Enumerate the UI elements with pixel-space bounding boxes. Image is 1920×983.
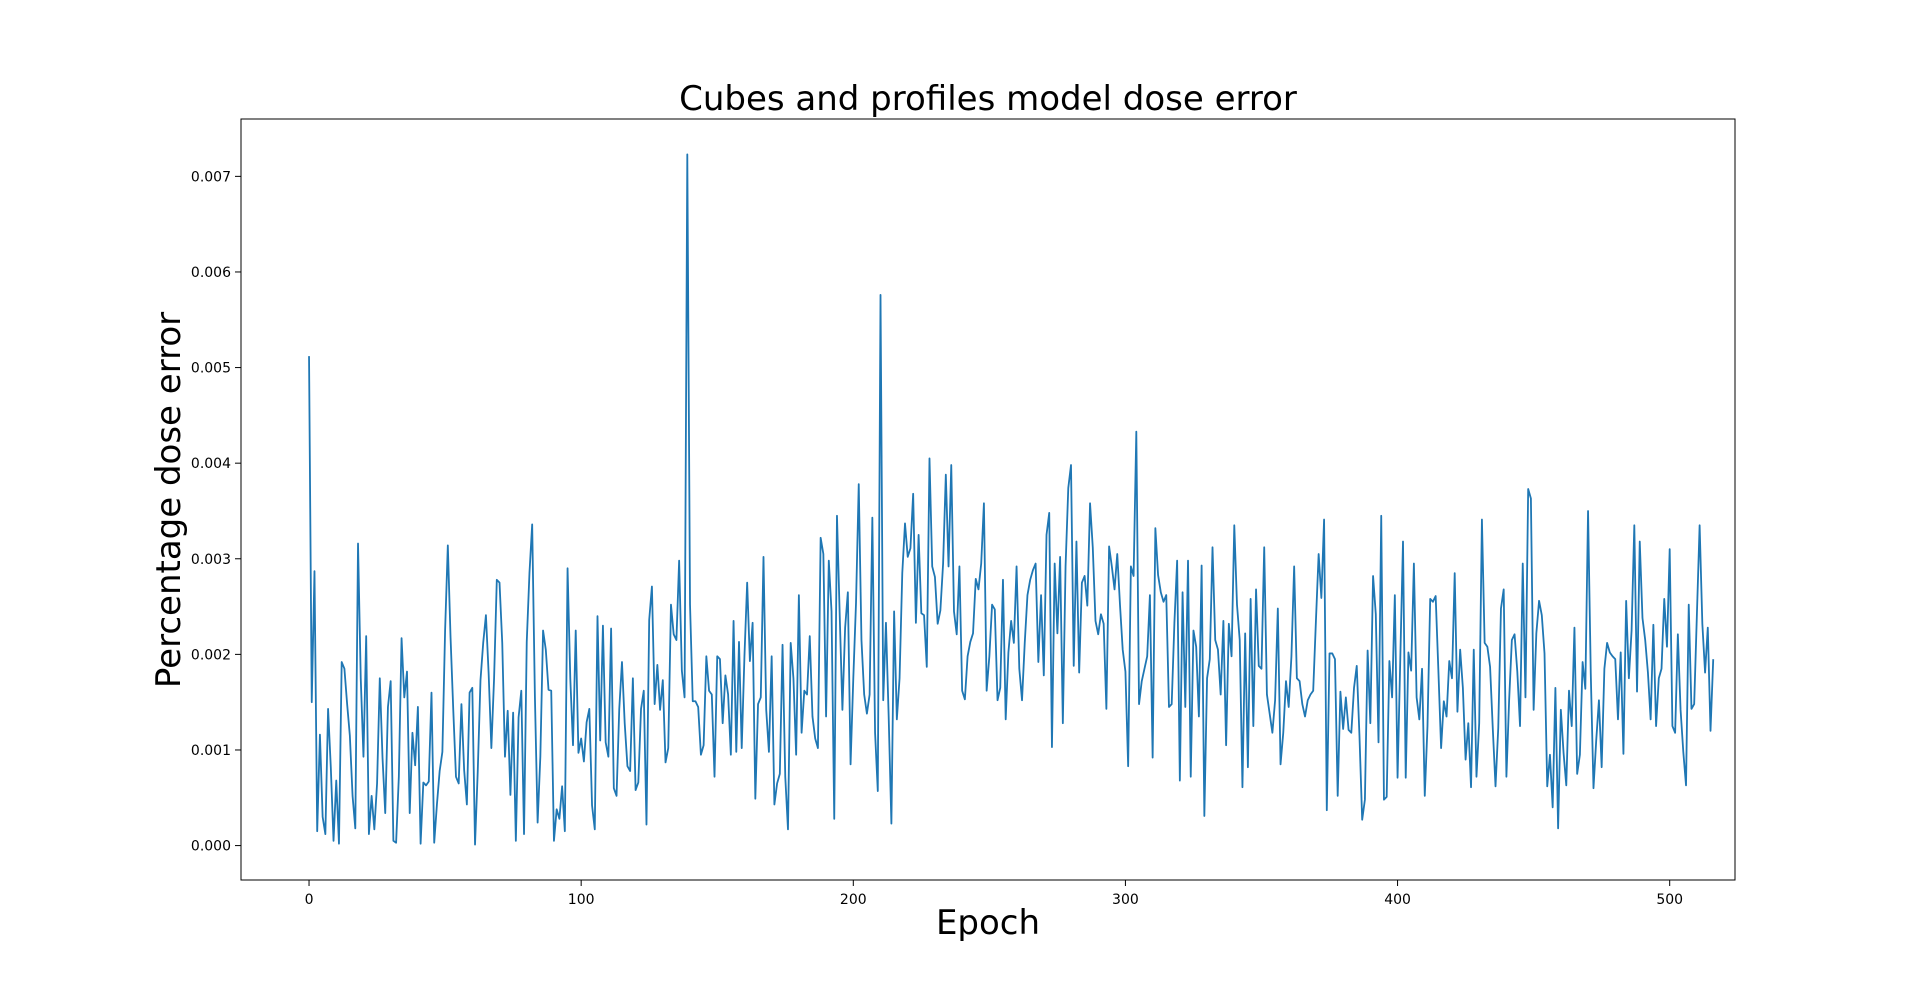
y-tick-label: 0.000 [191, 839, 231, 855]
series-line [308, 153, 1715, 846]
y-tick-label: 0.003 [191, 552, 231, 568]
chart-title: Cubes and profiles model dose error [679, 79, 1297, 119]
series-group [308, 153, 1715, 846]
y-tick-label: 0.007 [191, 169, 231, 185]
x-tick-label: 100 [568, 892, 595, 908]
x-axis-ticks: 0 100 200 300 400 500 [305, 880, 1683, 908]
plot-frame [240, 118, 1736, 881]
y-axis-ticks: 0.000 0.001 0.002 0.003 0.004 0.005 0.006 0.007 [191, 169, 241, 855]
y-tick-label: 0.002 [191, 647, 231, 663]
x-tick-label: 500 [1656, 892, 1683, 908]
x-tick-label: 400 [1384, 892, 1411, 908]
x-tick-label: 0 [305, 892, 314, 908]
plot-background [241, 119, 1735, 880]
y-axis-label: Percentage dose error [149, 312, 189, 688]
y-tick-label: 0.005 [191, 361, 231, 377]
y-tick-label: 0.004 [191, 456, 231, 472]
y-tick-label: 0.001 [191, 743, 231, 759]
x-tick-label: 300 [1112, 892, 1139, 908]
y-tick-label: 0.006 [191, 265, 231, 281]
x-tick-label: 200 [840, 892, 867, 908]
x-axis-label: Epoch [936, 903, 1040, 943]
